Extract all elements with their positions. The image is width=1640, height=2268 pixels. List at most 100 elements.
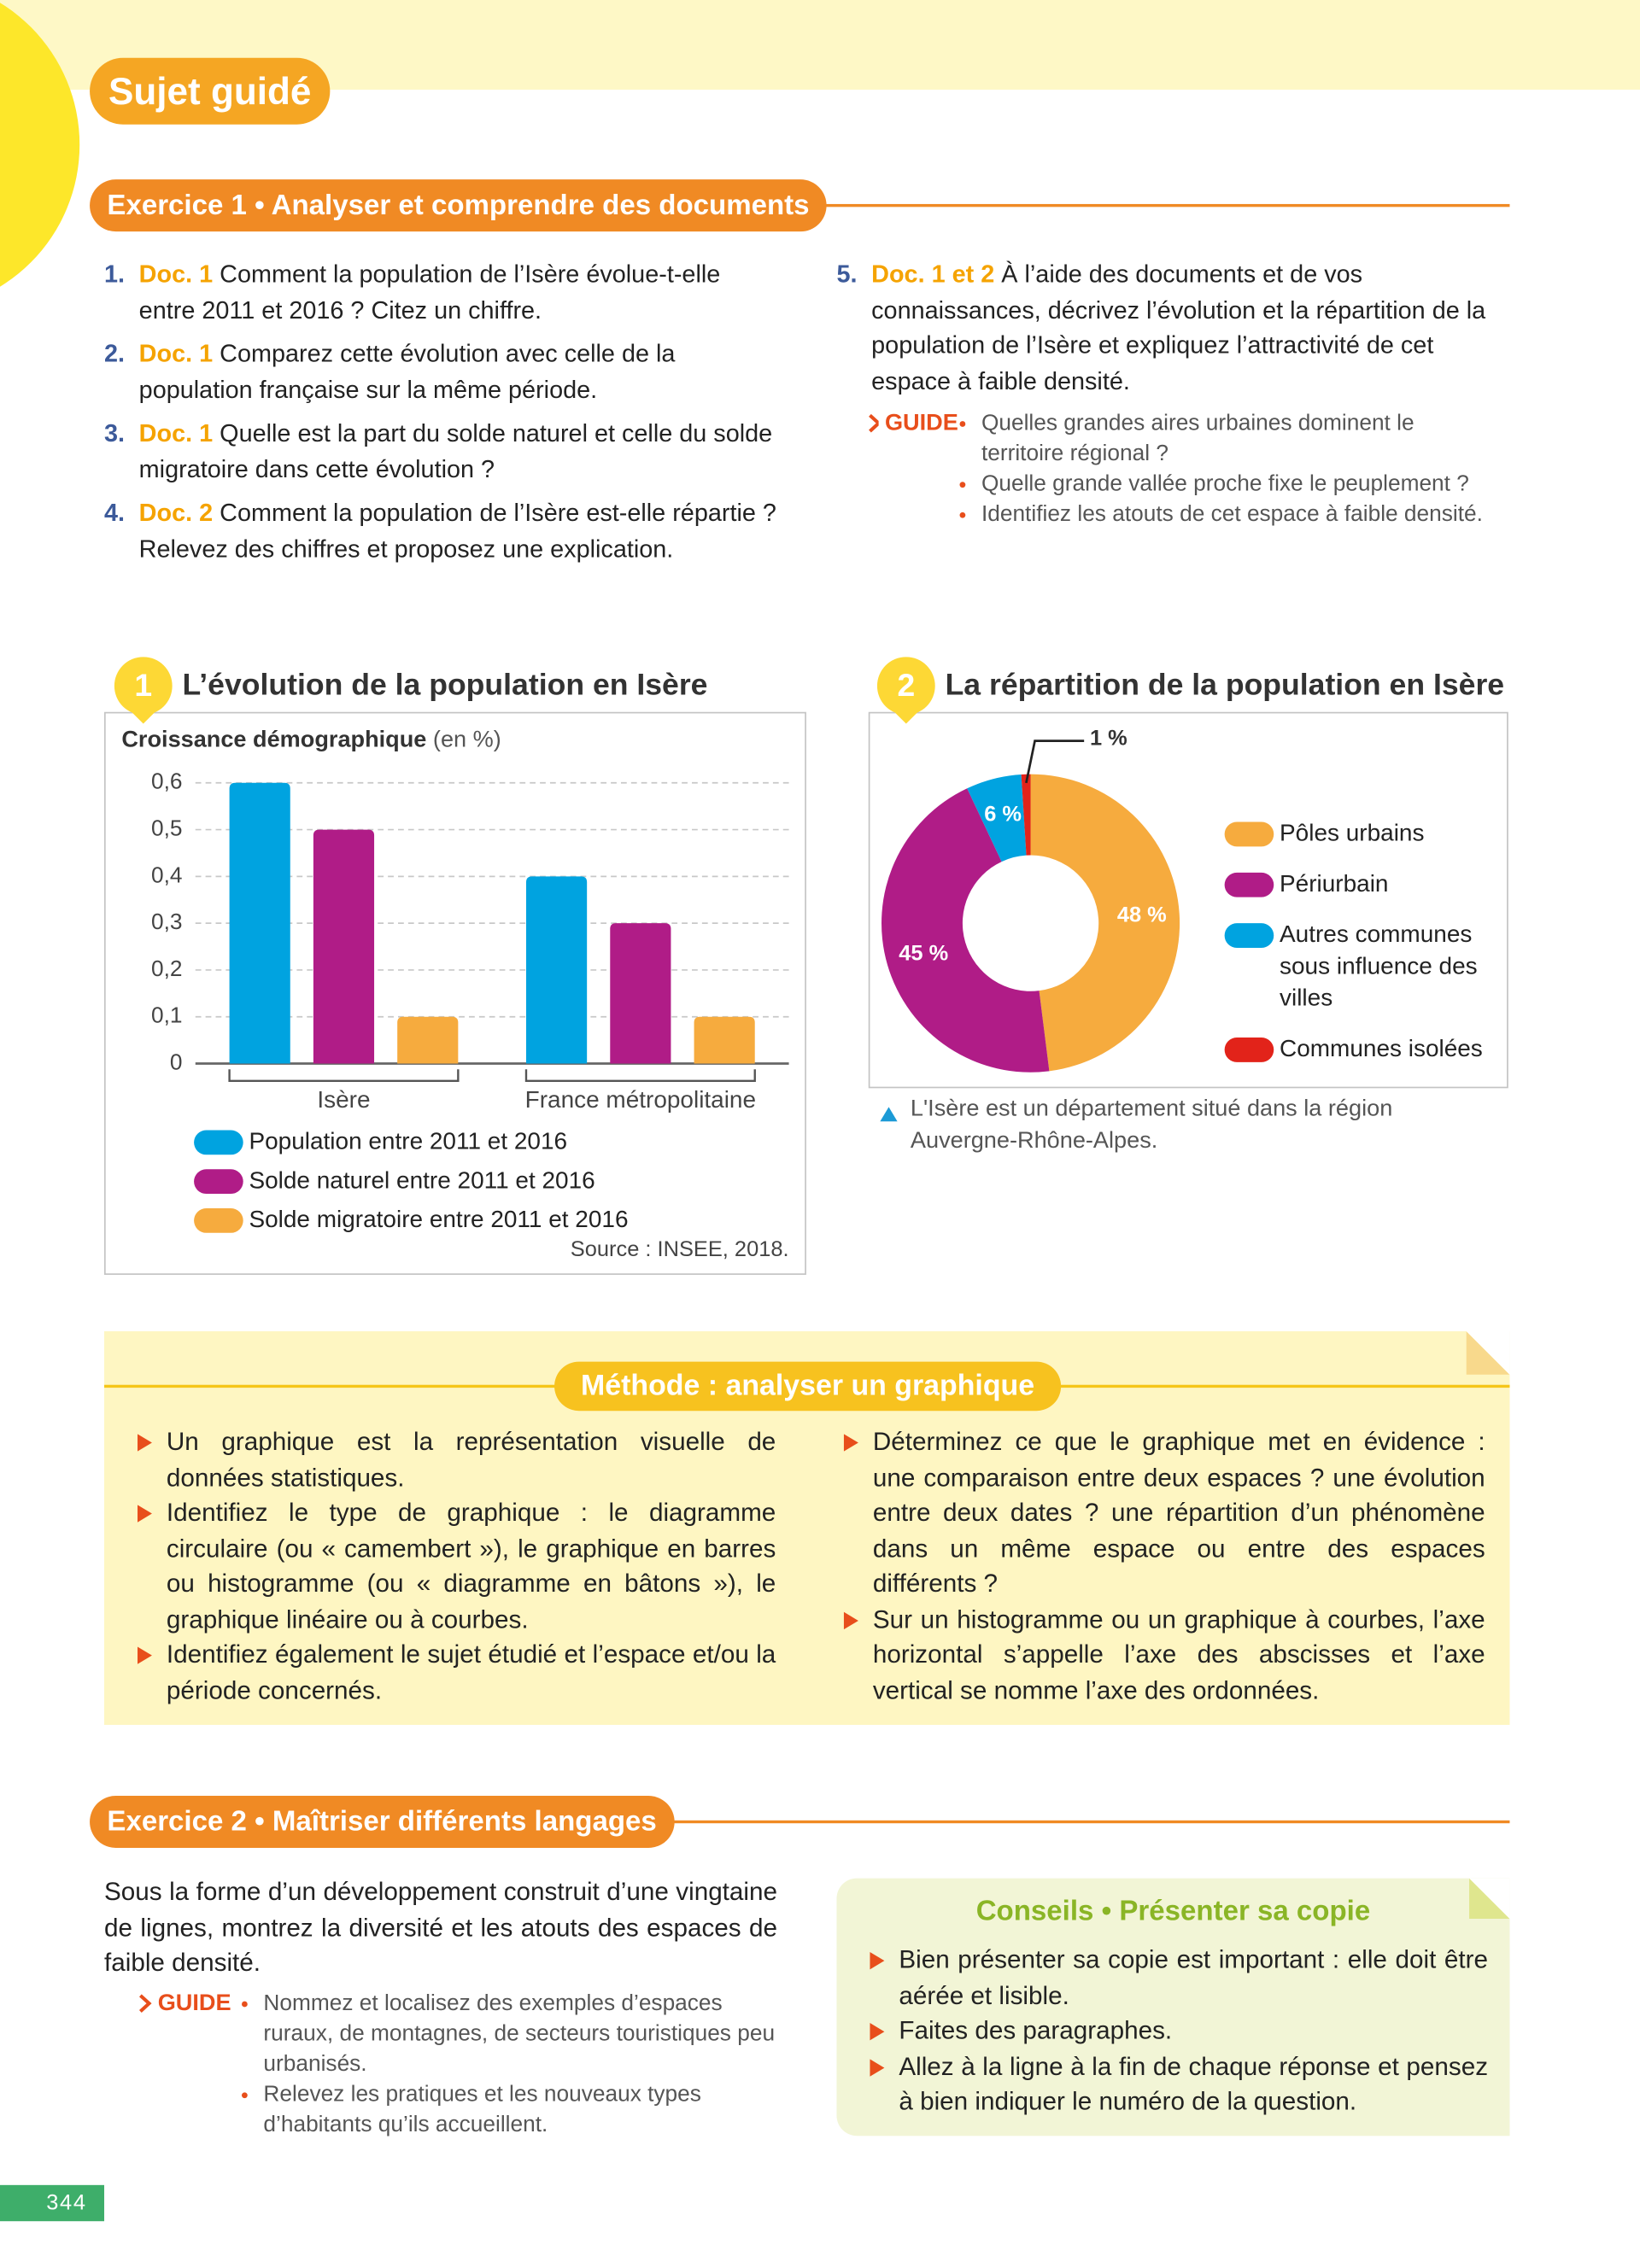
legend-label: Solde migratoire entre 2011 et 2016 [249,1207,629,1233]
legend-label: Solde naturel entre 2011 et 2016 [249,1167,595,1195]
question-body: Doc. 1 Comparez cette évolution avec cel… [139,337,777,408]
source: Source : INSEE, 2018. [570,1236,789,1262]
method-item: Sur un histogramme ou un graphique à cou… [842,1601,1485,1708]
question: 1. Doc. 1 Comment la population de l’Isèr… [104,258,777,329]
question: 3. Doc. 1 Quelle est la part du solde nat… [104,417,777,488]
guide-label: GUIDE [157,1990,231,2016]
legend-label: Population entre 2011 et 2016 [249,1128,568,1155]
advice-list: Bien présenter sa copie est important : … [869,1942,1488,2119]
value-label: 6 % [984,802,1022,826]
method-list: Un graphique est la représentation visue… [136,1423,776,1707]
question-body: Doc. 1 Quelle est la part du solde natur… [139,417,777,488]
y-tick-label: 0,5 [151,815,183,841]
legend-swatch [1224,1038,1274,1062]
bar [313,829,375,1064]
question: 4. Doc. 2 Comment la population de l’Isèr… [104,496,777,567]
method-title: Méthode : analyser un graphique [554,1361,1062,1412]
axis-title: Croissance démographique [121,726,426,752]
fold [1466,1331,1510,1375]
question-body: Doc. 1 Comment la population de l’Isère … [139,258,777,329]
legend-item: Communes isolées [1224,1033,1507,1065]
value-label: 48 % [1117,903,1167,927]
question: 5. Doc. 1 et 2 À l’aide des documents et … [836,258,1495,400]
legend-item: Solde naturel entre 2011 et 2016 [194,1165,628,1196]
legend-swatch [194,1207,243,1232]
y-tick-label: 0,4 [151,862,183,887]
advice-item: Bien présenter sa copie est important : … [869,1942,1488,2013]
questions: 1. Doc. 1 Comment la population de l’Isèr… [104,258,777,576]
doc-ref: Doc. 2 [138,499,214,527]
triangle [880,1107,898,1122]
legend-item: Périurbain [1224,868,1507,900]
doc-title: L’évolution de la population en Isère [182,668,708,702]
advice-item: Faites des paragraphes. [869,2013,1488,2049]
x-tick-label: France métropolitaine [525,1086,756,1113]
doc-title: La répartition de la population en Isère [945,668,1505,702]
rule [810,203,1510,208]
legend: Population entre 2011 et 2016 Solde natur… [194,1125,629,1236]
method-item: Identifiez le type de graphique : le dia… [136,1495,776,1637]
guide-list: Nommez et localisez des exemples d’espac… [240,1988,776,2140]
question-5: 5. Doc. 1 et 2 À l’aide des documents et … [836,258,1495,530]
method-item: Un graphique est la représentation visue… [136,1423,776,1494]
bar [397,1016,459,1064]
caption: L'Isère est un département situé dans la… [910,1096,1393,1154]
guide-item: Identifiez les atouts de cet espace à fa… [981,500,1496,530]
doc-ref: Doc. 1 et 2 [871,260,995,289]
y-tick-label: 0,2 [151,956,183,981]
legend-label: Communes isolées [1280,1036,1483,1062]
bracket [524,1069,756,1083]
legend-swatch [1224,872,1274,897]
axis-title-wrap: Croissance démographique (en %) [121,726,501,752]
guide-list: Quelles grandes aires urbaines dominent … [958,408,1496,529]
bar [694,1016,755,1064]
value-label: 1 % [1090,727,1128,751]
x-tick-label: Isère [317,1086,370,1113]
legend-item: Autres communes sous influence des ville… [1224,919,1507,1014]
fold [1469,1878,1510,1920]
legend-item: Population entre 2011 et 2016 [194,1125,628,1157]
legend-swatch [1224,821,1274,847]
doc-ref: Doc. 1 [138,340,214,368]
donut-slice [1021,774,1031,856]
guide-item: Quelles grandes aires urbaines dominent … [981,408,1496,469]
question-text: Comparez cette évolution avec celle de l… [138,340,676,403]
advice-title: Conseils • Présenter sa copie [975,1895,1371,1928]
legend-item: Pôles urbains [1224,817,1507,849]
chevron [139,1994,152,2013]
caption-marker [880,1102,898,1122]
method-list: Déterminez ce que le graphique met en év… [842,1423,1485,1707]
donut-slice [1030,774,1180,1072]
question-text: Comment la population de l’Isère est-ell… [138,499,776,563]
doc-number: 1 [134,667,152,703]
question: 2. Doc. 1 Comparez cette évolution avec c… [104,337,777,408]
method-item: Identifiez également le sujet étudié et … [136,1637,776,1708]
guide-item: Relevez les pratiques et les nouveaux ty… [263,2079,776,2140]
value-label: 45 % [899,941,948,965]
bar [229,782,290,1064]
guide-label-wrap: GUIDE [869,408,958,439]
y-tick-label: 0 [170,1049,183,1074]
y-tick-label: 0,1 [151,1002,183,1028]
legend: Pôles urbains Périurbain Autres communes s… [1224,817,1507,1065]
question-text: À l’aide des documents et de vos connais… [871,260,1486,395]
donut-slice [967,774,1027,862]
donut-slice [882,788,1050,1073]
question-number: 3. [104,419,126,447]
leader-line [1025,739,1085,784]
question-number: 4. [104,499,126,527]
bar [525,876,588,1064]
y-tick-label: 0,6 [151,769,183,794]
page-number: 344 [0,2184,105,2222]
legend-label: Pôles urbains [1280,820,1425,847]
guide-item: Nommez et localisez des exemples d’espac… [263,1988,776,2079]
advice-item: Allez à la ligne à la fin de chaque répo… [869,2049,1488,2119]
y-tick-label: 0,3 [151,909,183,934]
rule [665,1820,1510,1824]
legend-item: Solde migratoire entre 2011 et 2016 [194,1204,629,1236]
bracket [228,1069,460,1083]
bar [610,923,671,1064]
